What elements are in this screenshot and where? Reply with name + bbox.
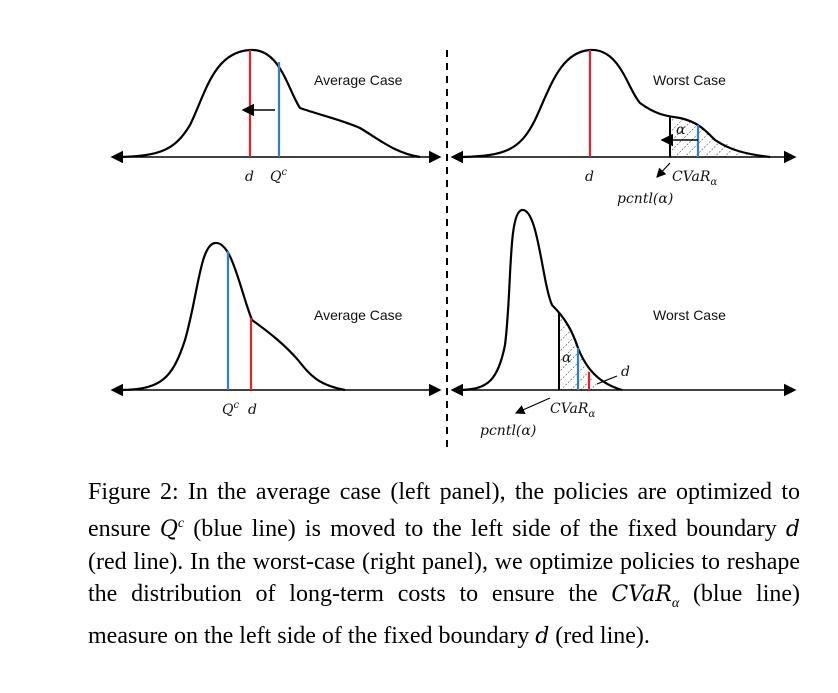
label-d: d [245, 169, 254, 185]
label-q: Qc [222, 400, 239, 418]
cvar-pointer [514, 397, 551, 415]
cvar-pointer [656, 162, 671, 178]
panel-title: Worst Case [653, 307, 726, 323]
label-d: d [585, 169, 594, 185]
label-q: Qc [270, 167, 287, 185]
label-pcntl: pcntl(α) [480, 423, 536, 439]
distribution-curve [461, 48, 771, 159]
panel-title: Worst Case [653, 72, 726, 88]
distribution-curve [461, 208, 623, 392]
figure-area: Average Case d Qc α Worst Case d CVaRα p… [110, 48, 797, 450]
panel-top-right: α Worst Case d CVaRα pcntl(α) [450, 48, 797, 207]
label-alpha: α [562, 350, 572, 366]
label-alpha: α [676, 122, 686, 138]
panel-bottom-left: Average Case Qc d [110, 241, 442, 418]
d-pointer [596, 375, 618, 385]
label-d: d [621, 364, 630, 380]
figure-caption: Figure 2: In the average case (left pane… [88, 479, 801, 649]
label-cvar: CVaRα [672, 169, 717, 188]
distribution-curve [119, 48, 421, 159]
label-pcntl: pcntl(α) [617, 191, 673, 207]
label-d: d [248, 402, 257, 418]
figure-svg: Average Case d Qc α Worst Case d CVaRα p… [110, 48, 797, 450]
distribution-curve [121, 241, 346, 392]
panel-bottom-right: α d Worst Case CVaRα pcntl(α) [450, 208, 797, 439]
panel-top-left: Average Case d Qc [110, 48, 442, 185]
tail-hatched-region [670, 117, 760, 157]
panel-title: Average Case [314, 72, 403, 88]
label-cvar: CVaRα [550, 401, 595, 420]
panel-title: Average Case [314, 307, 403, 323]
